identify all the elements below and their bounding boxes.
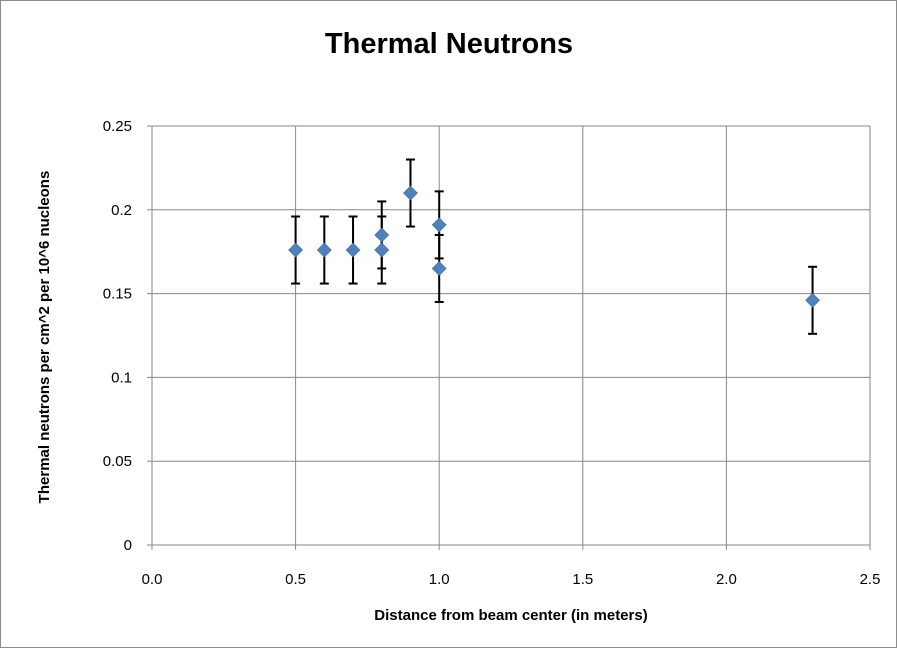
data-point — [431, 261, 447, 276]
data-points — [288, 185, 820, 308]
y-tick-label: 0.1 — [111, 369, 132, 386]
x-axis-label: Distance from beam center (in meters) — [374, 607, 647, 624]
error-bars — [291, 158, 818, 335]
data-point — [374, 242, 390, 258]
y-tick-label: 0.25 — [103, 118, 132, 135]
y-tick-label: 0.05 — [103, 453, 132, 470]
data-point — [374, 227, 390, 243]
x-tick-label: 0.5 — [285, 571, 306, 588]
y-tick-label: 0.2 — [111, 202, 132, 219]
x-tick-label: 0.0 — [142, 571, 163, 588]
gridlines — [152, 125, 871, 545]
data-point — [403, 185, 418, 201]
x-tick-label: 2.5 — [860, 571, 881, 588]
data-point — [316, 242, 332, 258]
axes — [147, 125, 871, 550]
x-tick-label: 1.0 — [429, 571, 450, 588]
data-point — [345, 242, 361, 258]
data-point — [431, 217, 447, 233]
data-point — [288, 242, 304, 258]
y-tick-label: 0 — [124, 537, 132, 554]
x-tick-label: 2.0 — [716, 571, 737, 588]
tick-labels: 0 0.05 0.1 0.15 0.2 0.25 0.0 0.5 1.0 1.5 2.0 2.5 — [103, 118, 881, 588]
y-tick-label: 0.15 — [103, 286, 132, 303]
data-point — [805, 292, 820, 308]
chart-title: Thermal Neutrons — [325, 28, 573, 60]
y-axis-label: Thermal neutrons per cm^2 per 10^6 nucle… — [36, 171, 53, 504]
x-tick-label: 1.5 — [572, 571, 593, 588]
